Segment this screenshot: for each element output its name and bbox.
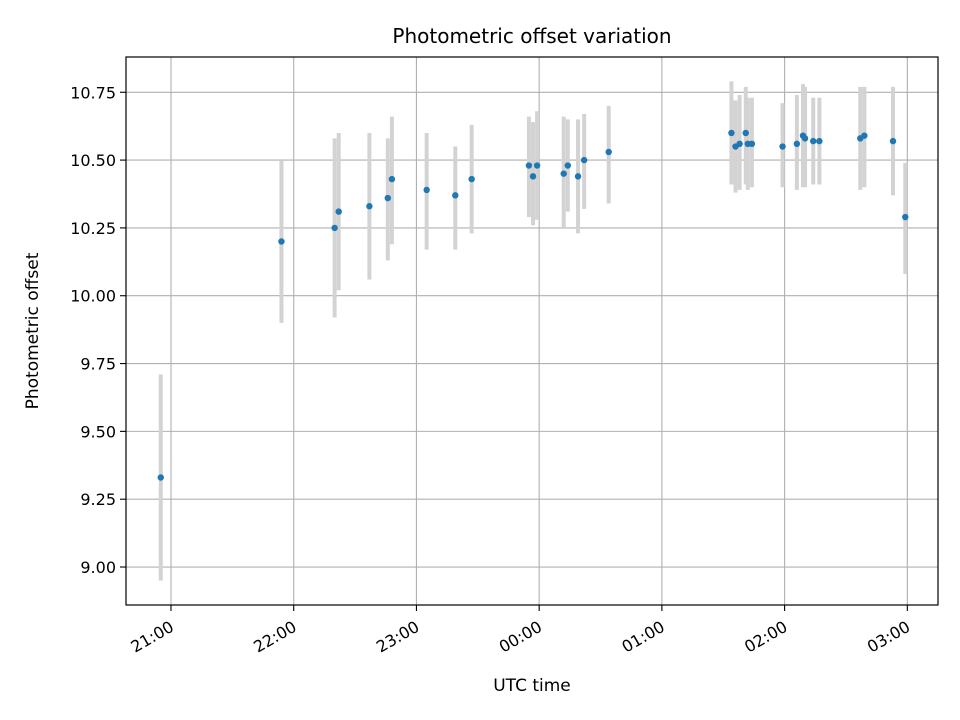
y-tick-label: 10.00: [70, 287, 116, 306]
data-point: [564, 162, 571, 169]
y-tick-label: 9.75: [80, 355, 116, 374]
data-points: [157, 129, 909, 481]
data-point: [533, 162, 541, 169]
data-point: [742, 129, 749, 137]
data-point: [574, 173, 582, 180]
data-point: [335, 208, 342, 215]
y-tick-label: 10.25: [70, 219, 116, 238]
x-axis-label: UTC time: [493, 676, 571, 696]
data-point: [278, 238, 285, 245]
data-point: [793, 140, 801, 148]
data-point: [423, 186, 430, 194]
data-point: [366, 203, 373, 210]
data-point: [331, 224, 338, 232]
chart-title: Photometric offset variation: [392, 24, 671, 48]
data-point: [529, 173, 537, 180]
data-point: [902, 213, 909, 221]
y-tick-label: 9.25: [80, 490, 116, 509]
data-point: [605, 148, 612, 156]
data-point: [779, 143, 786, 150]
data-point: [384, 194, 392, 202]
data-point: [728, 129, 735, 137]
y-tick-label: 9.00: [80, 558, 116, 577]
data-point: [748, 140, 756, 148]
data-point: [157, 474, 164, 481]
data-point: [525, 162, 533, 169]
data-point: [452, 192, 459, 199]
y-tick-label: 10.75: [70, 83, 116, 102]
y-tick-label: 9.50: [80, 422, 116, 441]
data-point: [816, 137, 823, 145]
data-point: [560, 170, 567, 177]
data-point: [388, 175, 396, 183]
plot-area-frame: [125, 56, 939, 606]
data-point: [889, 137, 897, 145]
data-point: [468, 175, 475, 183]
y-tick-label: 10.50: [70, 151, 116, 170]
data-point: [861, 132, 868, 139]
y-axis-label: Photometric offset: [23, 252, 43, 409]
data-point: [810, 137, 817, 145]
data-point: [580, 156, 588, 164]
data-point: [801, 135, 809, 142]
y-axis-ticks: 9.00 9.25 9.50 9.75 10.00 10.25 10.50 10.75: [70, 83, 126, 577]
data-point: [736, 140, 743, 148]
